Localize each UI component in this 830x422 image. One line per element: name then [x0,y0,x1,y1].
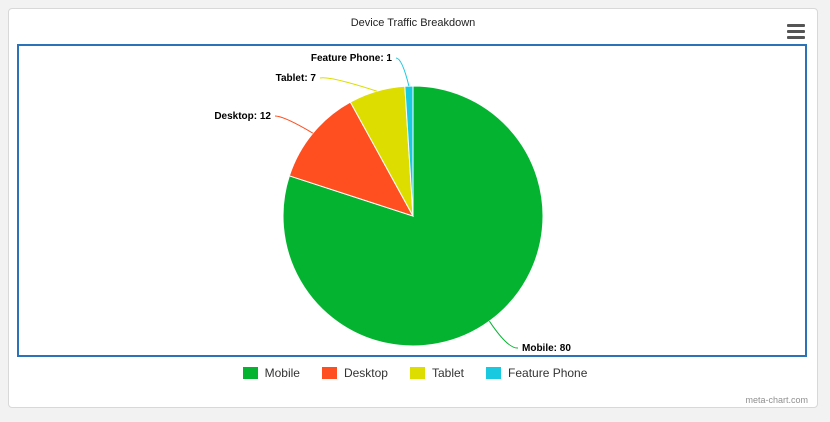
data-label-tablet: Tablet: 7 [276,73,317,84]
legend-item-mobile[interactable]: Mobile [242,366,300,380]
legend-swatch-desktop [321,367,337,379]
legend-label-feature-phone: Feature Phone [508,366,588,380]
legend-item-desktop[interactable]: Desktop [321,366,388,380]
pie-slice-desktop[interactable] [288,101,415,217]
legend-label-mobile: Mobile [264,366,300,380]
credits-link[interactable]: meta-chart.com [745,395,808,405]
chart-title: Device Traffic Breakdown [350,17,476,29]
plot-area-frame [17,44,807,357]
legend-swatch-feature-phone [486,367,502,379]
connector-feature-phone [395,57,410,87]
data-label-mobile: Mobile: 80 [522,343,571,354]
connector-desktop [274,115,314,134]
connector-mobile [488,320,519,349]
data-label-feature-phone: Feature Phone: 1 [311,53,393,64]
legend-item-tablet[interactable]: Tablet [409,366,465,380]
legend-item-feature-phone[interactable]: Feature Phone [486,366,587,380]
legend-label-desktop: Desktop [343,366,388,380]
connector-tablet [319,77,377,92]
legend: Mobile Desktop Tablet Feature Phone [0,366,830,380]
hamburger-menu-icon[interactable] [787,24,805,40]
legend-swatch-tablet [409,367,425,379]
legend-swatch-mobile [242,367,258,379]
data-label-desktop: Desktop: 12 [214,111,271,122]
legend-label-tablet: Tablet [431,366,465,380]
